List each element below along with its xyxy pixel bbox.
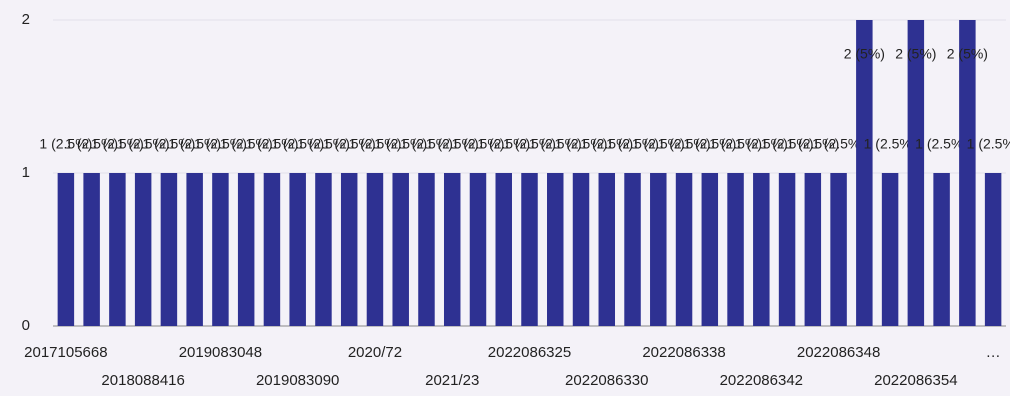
value-label: 1 (2.5%) xyxy=(915,136,968,152)
bar xyxy=(263,173,281,326)
bar xyxy=(598,173,616,326)
value-label: 2 (5%) xyxy=(895,46,936,62)
x-tick-label: 2019083090 xyxy=(256,372,339,389)
value-label: 1 (2.5%) xyxy=(452,136,505,152)
y-tick-label: 1 xyxy=(22,164,30,181)
x-tick-label: 2021/23 xyxy=(425,372,479,389)
value-label: 1 (2.5%) xyxy=(761,136,814,152)
value-label: 1 (2.5%) xyxy=(735,136,788,152)
value-label: 1 (2.5%) xyxy=(323,136,376,152)
y-tick-label: 0 xyxy=(22,317,30,334)
value-label: 1 (2.5%) xyxy=(426,136,479,152)
bar xyxy=(547,173,564,326)
bar xyxy=(521,173,538,326)
bar xyxy=(366,173,384,326)
value-label: 1 (2.5%) xyxy=(786,136,839,152)
x-tick-label: 2018088416 xyxy=(101,372,184,389)
bar xyxy=(727,173,744,326)
bar xyxy=(572,173,590,326)
bar xyxy=(984,173,1002,326)
x-tick-label: 2019083048 xyxy=(179,344,262,361)
bar xyxy=(237,173,255,326)
value-label: 1 (2.5%) xyxy=(220,136,273,152)
bar xyxy=(959,20,976,326)
bar xyxy=(856,20,873,326)
value-label: 1 (2.5%) xyxy=(632,136,685,152)
x-tick-label: 2022086325 xyxy=(488,344,571,361)
value-label: 1 (2.5%) xyxy=(477,136,530,152)
value-label: 1 (2.5%) xyxy=(245,136,298,152)
value-label: 1 (2.5%) xyxy=(117,136,170,152)
value-label: 1 (2.5%) xyxy=(271,136,324,152)
bar xyxy=(289,173,306,326)
y-tick-label: 2 xyxy=(22,11,30,28)
bar xyxy=(495,173,512,326)
value-label: 1 (2.5%) xyxy=(348,136,401,152)
bar xyxy=(315,173,332,326)
bar xyxy=(804,173,822,326)
bar xyxy=(753,173,770,326)
value-label: 1 (2.5%) xyxy=(39,136,92,152)
value-label: 2 (5%) xyxy=(844,46,885,62)
bar xyxy=(83,173,100,326)
bar xyxy=(675,173,693,326)
value-label: 1 (2.5%) xyxy=(606,136,659,152)
bar xyxy=(469,173,487,326)
value-label: 1 (2.5%) xyxy=(580,136,633,152)
value-label: 1 (2.5%) xyxy=(400,136,453,152)
x-tick-label: … xyxy=(986,344,1001,361)
bar xyxy=(160,173,178,326)
bar xyxy=(443,173,461,326)
x-tick-label: 2022086330 xyxy=(565,372,648,389)
value-label: 1 (2.5%) xyxy=(683,136,736,152)
bar xyxy=(57,173,75,326)
bar xyxy=(134,173,152,326)
value-label: 1 (2.5%) xyxy=(529,136,582,152)
value-label: 1 (2.5%) xyxy=(812,136,865,152)
value-label: 1 (2.5%) xyxy=(142,136,195,152)
bar xyxy=(340,173,358,326)
bar xyxy=(624,173,641,326)
x-tick-label: 2022086342 xyxy=(720,372,803,389)
x-tick-label: 2017105668 xyxy=(24,344,107,361)
value-label: 1 (2.5%) xyxy=(555,136,608,152)
bar xyxy=(650,173,667,326)
value-label: 1 (2.5%) xyxy=(503,136,556,152)
bar xyxy=(392,173,409,326)
value-label: 1 (2.5%) xyxy=(297,136,350,152)
bar xyxy=(212,173,229,326)
x-tick-label: 2022086338 xyxy=(642,344,725,361)
x-tick-label: 2022086354 xyxy=(874,372,957,389)
value-label: 2 (5%) xyxy=(947,46,988,62)
bar xyxy=(778,173,796,326)
bar xyxy=(186,173,203,326)
value-label: 1 (2.5%) xyxy=(658,136,711,152)
value-label: 1 (2.5%) xyxy=(168,136,221,152)
bar xyxy=(907,20,925,326)
bar xyxy=(933,173,950,326)
value-label: 1 (2.5%) xyxy=(65,136,118,152)
value-label: 1 (2.5%) xyxy=(709,136,762,152)
x-tick-label: 2020/72 xyxy=(348,344,402,361)
bar xyxy=(701,173,719,326)
bar xyxy=(830,173,847,326)
bar xyxy=(881,173,899,326)
value-label: 1 (2.5%) xyxy=(374,136,427,152)
x-tick-label: 2022086348 xyxy=(797,344,880,361)
bar xyxy=(109,173,126,326)
value-label: 1 (2.5%) xyxy=(91,136,144,152)
value-label: 1 (2.5%) xyxy=(864,136,917,152)
bar xyxy=(418,173,435,326)
value-label: 1 (2.5%) xyxy=(194,136,247,152)
value-label: 1 (2.5%) xyxy=(967,136,1010,152)
